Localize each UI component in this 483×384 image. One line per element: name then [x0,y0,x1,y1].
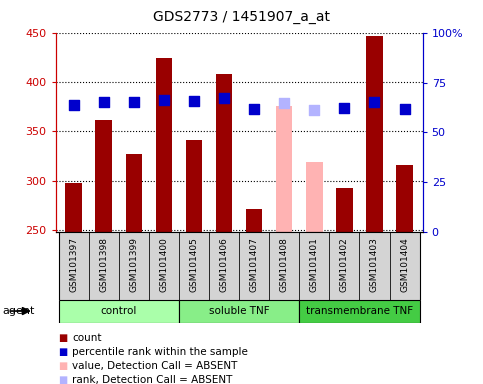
Bar [179,300,299,323]
Bar [185,141,202,232]
Point [250,106,258,112]
Bar [299,232,329,300]
Text: GSM101406: GSM101406 [220,237,228,292]
Point [160,97,168,103]
Bar [246,209,262,232]
Point [100,99,108,105]
Bar [276,106,293,232]
Text: control: control [100,306,137,316]
Bar [216,74,232,232]
Text: ■: ■ [58,333,67,343]
Bar [389,232,420,300]
Bar [179,232,209,300]
Text: GSM101402: GSM101402 [340,237,349,292]
Point [341,105,348,111]
Text: GSM101399: GSM101399 [129,237,138,292]
Text: count: count [72,333,102,343]
Text: value, Detection Call = ABSENT: value, Detection Call = ABSENT [72,361,238,371]
Text: GSM101407: GSM101407 [250,237,258,292]
Bar [149,232,179,300]
Bar [119,232,149,300]
Bar [89,232,119,300]
Bar [336,188,353,232]
Text: ■: ■ [58,375,67,384]
Bar [58,232,89,300]
Text: agent: agent [2,306,35,316]
Point [401,106,409,112]
Bar [58,300,179,323]
Point [370,99,378,105]
Text: GDS2773 / 1451907_a_at: GDS2773 / 1451907_a_at [153,10,330,23]
Text: soluble TNF: soluble TNF [209,306,270,316]
Point [130,99,138,105]
Text: GSM101397: GSM101397 [69,237,78,292]
Bar [239,232,269,300]
Bar [329,232,359,300]
Text: GSM101401: GSM101401 [310,237,319,292]
Text: rank, Detection Call = ABSENT: rank, Detection Call = ABSENT [72,375,233,384]
Point [280,100,288,106]
Bar [156,58,172,232]
Point [190,98,198,104]
Bar [65,183,82,232]
Bar [269,232,299,300]
Text: GSM101403: GSM101403 [370,237,379,292]
Text: ■: ■ [58,347,67,357]
Point [70,102,77,108]
Text: GSM101400: GSM101400 [159,237,169,292]
Bar [396,165,413,232]
Text: GSM101405: GSM101405 [189,237,199,292]
Bar [366,36,383,232]
Point [311,107,318,113]
Bar [126,154,142,232]
Bar [306,162,323,232]
Bar [209,232,239,300]
Text: GSM101408: GSM101408 [280,237,289,292]
Bar [96,120,112,232]
Text: ■: ■ [58,361,67,371]
Text: percentile rank within the sample: percentile rank within the sample [72,347,248,357]
Bar [359,232,389,300]
Text: transmembrane TNF: transmembrane TNF [306,306,413,316]
Text: GSM101398: GSM101398 [99,237,108,292]
Text: GSM101404: GSM101404 [400,237,409,292]
Bar [299,300,420,323]
Point [220,95,228,101]
